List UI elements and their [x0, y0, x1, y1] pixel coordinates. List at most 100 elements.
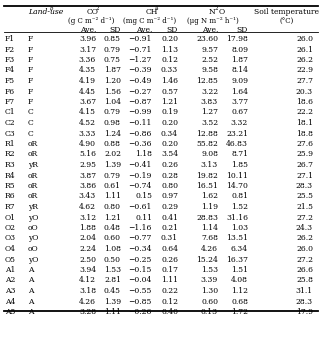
Text: 9.57: 9.57 — [201, 45, 218, 54]
Text: 0.68: 0.68 — [231, 297, 248, 306]
Text: 4.12: 4.12 — [79, 277, 96, 284]
Text: 3.28: 3.28 — [79, 308, 96, 316]
Text: R2: R2 — [5, 151, 16, 158]
Text: 28.83: 28.83 — [196, 213, 218, 222]
Text: Land-use: Land-use — [28, 8, 63, 16]
Text: 8.09: 8.09 — [231, 45, 248, 54]
Text: 1.24: 1.24 — [104, 130, 121, 137]
Text: 3.43: 3.43 — [79, 192, 96, 201]
Text: F: F — [28, 66, 33, 75]
Text: 3.54: 3.54 — [161, 151, 178, 158]
Text: 0.57: 0.57 — [161, 87, 178, 95]
Text: 20.3: 20.3 — [296, 87, 313, 95]
Text: −0.49: −0.49 — [129, 77, 152, 85]
Text: 24.3: 24.3 — [296, 224, 313, 232]
Text: 4.52: 4.52 — [79, 119, 96, 127]
Text: 2.02: 2.02 — [104, 151, 121, 158]
Text: −0.26: −0.26 — [129, 308, 152, 316]
Text: (g C m⁻² d⁻¹): (g C m⁻² d⁻¹) — [68, 17, 114, 25]
Text: R5: R5 — [5, 182, 16, 190]
Text: 28.3: 28.3 — [296, 297, 313, 306]
Text: 0.26: 0.26 — [161, 256, 178, 263]
Text: 26.0: 26.0 — [296, 35, 313, 43]
Text: R4: R4 — [5, 171, 16, 180]
Text: Ave.: Ave. — [80, 26, 96, 34]
Text: oO: oO — [28, 224, 38, 232]
Text: C1: C1 — [5, 109, 16, 116]
Text: SD: SD — [237, 26, 248, 34]
Text: 1.11: 1.11 — [161, 277, 178, 284]
Text: 18.1: 18.1 — [296, 119, 313, 127]
Text: −0.61: −0.61 — [129, 203, 152, 211]
Text: 1.39: 1.39 — [104, 161, 121, 169]
Text: 23.21: 23.21 — [226, 130, 248, 137]
Text: 5.16: 5.16 — [79, 151, 96, 158]
Text: 21.5: 21.5 — [296, 203, 313, 211]
Text: 0.29: 0.29 — [161, 203, 178, 211]
Text: 31.1: 31.1 — [296, 287, 313, 295]
Text: 9.09: 9.09 — [231, 77, 248, 85]
Text: (μg N m⁻² h⁻¹): (μg N m⁻² h⁻¹) — [187, 17, 239, 25]
Text: −0.04: −0.04 — [129, 277, 152, 284]
Text: O5: O5 — [5, 256, 16, 263]
Text: 2.04: 2.04 — [79, 235, 96, 242]
Text: 18.6: 18.6 — [296, 98, 313, 106]
Text: 0.21: 0.21 — [161, 224, 178, 232]
Text: 3.94: 3.94 — [79, 266, 96, 274]
Text: oR: oR — [28, 182, 38, 190]
Text: 3.32: 3.32 — [231, 119, 248, 127]
Text: 4.08: 4.08 — [231, 277, 248, 284]
Text: 12.88: 12.88 — [196, 130, 218, 137]
Text: 17.98: 17.98 — [226, 35, 248, 43]
Text: 1.56: 1.56 — [104, 87, 121, 95]
Text: 0.20: 0.20 — [161, 119, 178, 127]
Text: A4: A4 — [5, 297, 15, 306]
Text: 4.19: 4.19 — [79, 77, 96, 85]
Text: 4.26: 4.26 — [201, 245, 218, 253]
Text: C3: C3 — [5, 130, 16, 137]
Text: 2.95: 2.95 — [79, 161, 96, 169]
Text: 25.8: 25.8 — [296, 277, 313, 284]
Text: 1.53: 1.53 — [201, 266, 218, 274]
Text: 17.9: 17.9 — [296, 308, 313, 316]
Text: 1.39: 1.39 — [104, 297, 121, 306]
Text: oR: oR — [28, 140, 38, 148]
Text: 3.77: 3.77 — [231, 98, 248, 106]
Text: N: N — [209, 8, 216, 16]
Text: 10.11: 10.11 — [226, 171, 248, 180]
Text: 26.6: 26.6 — [296, 266, 313, 274]
Text: 1.12: 1.12 — [231, 287, 248, 295]
Text: 3.96: 3.96 — [79, 35, 96, 43]
Text: F: F — [28, 87, 33, 95]
Text: 0.81: 0.81 — [231, 192, 248, 201]
Text: 0.88: 0.88 — [104, 140, 121, 148]
Text: 27.2: 27.2 — [296, 256, 313, 263]
Text: −0.86: −0.86 — [129, 130, 152, 137]
Text: A2: A2 — [5, 277, 15, 284]
Text: 0.41: 0.41 — [161, 213, 178, 222]
Text: 3.13: 3.13 — [201, 161, 218, 169]
Text: yO: yO — [28, 256, 38, 263]
Text: 27.1: 27.1 — [296, 171, 313, 180]
Text: R6: R6 — [5, 192, 16, 201]
Text: F: F — [28, 35, 33, 43]
Text: R1: R1 — [5, 140, 16, 148]
Text: 13.51: 13.51 — [226, 235, 248, 242]
Text: 0.11: 0.11 — [135, 213, 152, 222]
Text: 0.22: 0.22 — [161, 287, 178, 295]
Text: 25.5: 25.5 — [296, 192, 313, 201]
Text: 3.52: 3.52 — [201, 119, 218, 127]
Text: oR: oR — [28, 171, 38, 180]
Text: O3: O3 — [5, 235, 16, 242]
Text: 0.40: 0.40 — [161, 308, 178, 316]
Text: 0.79: 0.79 — [104, 109, 121, 116]
Text: 18.8: 18.8 — [296, 130, 313, 137]
Text: 55.82: 55.82 — [196, 140, 218, 148]
Text: 14.70: 14.70 — [226, 182, 248, 190]
Text: 27.6: 27.6 — [296, 140, 313, 148]
Text: 0.17: 0.17 — [161, 266, 178, 274]
Text: 2.81: 2.81 — [104, 277, 121, 284]
Text: 3.87: 3.87 — [79, 171, 96, 180]
Text: −0.19: −0.19 — [129, 171, 152, 180]
Text: 4.45: 4.45 — [79, 87, 96, 95]
